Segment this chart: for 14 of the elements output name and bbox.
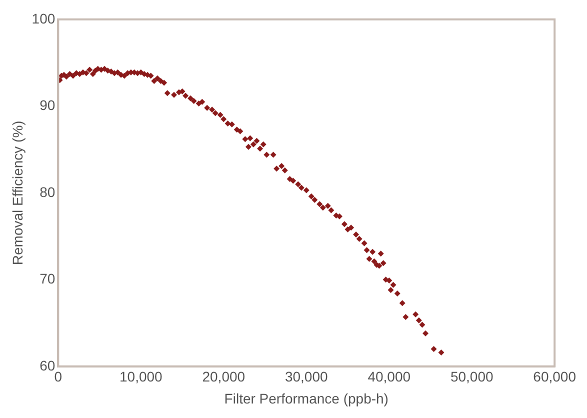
y-tick-label: 90 bbox=[40, 97, 56, 114]
y-axis-title: Removal Efficiency (%) bbox=[9, 120, 26, 266]
x-axis-title: Filter Performance (ppb-h) bbox=[224, 390, 388, 406]
x-tick-label: 50,000 bbox=[450, 368, 494, 385]
x-tick-label: 0 bbox=[54, 368, 62, 385]
x-tick-label: 10,000 bbox=[119, 368, 163, 385]
y-tick-label: 70 bbox=[40, 270, 56, 287]
y-tick-label: 80 bbox=[40, 184, 56, 200]
x-tick-label: 30,000 bbox=[284, 368, 328, 385]
y-tick-label: 60 bbox=[40, 357, 56, 374]
y-tick-label: 100 bbox=[32, 10, 56, 26]
x-tick-label: 20,000 bbox=[202, 368, 246, 385]
x-tick-label: 40,000 bbox=[368, 368, 411, 385]
x-tick-label: 60,000 bbox=[533, 368, 576, 385]
